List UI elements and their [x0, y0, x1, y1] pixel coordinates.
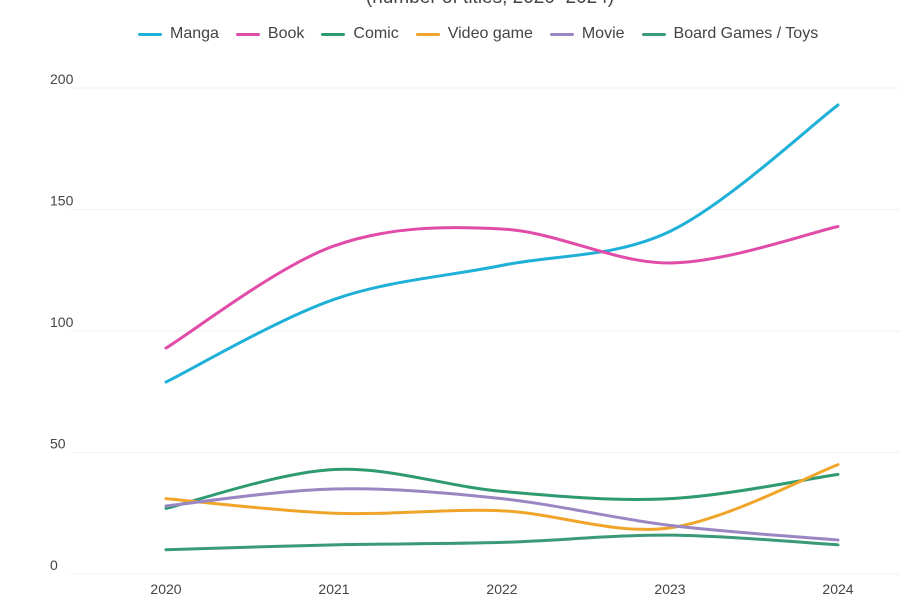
chart-subtitle: (number of titles, 2020–2024) — [0, 0, 900, 9]
legend-item[interactable]: Video game — [415, 25, 533, 43]
series-line-video-game — [164, 463, 840, 531]
legend-swatch — [415, 32, 440, 36]
legend-item[interactable]: Manga — [138, 25, 219, 43]
legend-swatch — [138, 32, 162, 36]
x-tick-label: 2021 — [318, 581, 349, 597]
series-line-comic — [164, 467, 840, 510]
y-tick-label: 0 — [50, 557, 58, 573]
series-line-movie — [164, 487, 840, 542]
legend-swatch — [549, 32, 574, 36]
y-tick-label: 100 — [50, 314, 74, 330]
legend-swatch — [641, 32, 666, 36]
series-line-manga — [164, 103, 840, 384]
legend-label: Manga — [170, 25, 219, 42]
legend-item[interactable]: Comic — [321, 25, 399, 43]
legend-label: Book — [267, 25, 305, 42]
legend-label: Video game — [447, 25, 533, 42]
x-tick-label: 2024 — [822, 581, 853, 597]
legend-label: Board Games / Toys — [673, 25, 819, 42]
legend-label: Movie — [581, 25, 625, 42]
legend-swatch — [235, 32, 260, 36]
series-line-board-games-toys — [164, 533, 840, 552]
x-tick-label: 2022 — [486, 581, 517, 597]
legend-item[interactable]: Movie — [549, 25, 625, 43]
x-tick-label: 2023 — [654, 581, 685, 597]
series-line-book — [164, 225, 840, 350]
legend: Manga Book Comic Video game Movie Board Games… — [138, 25, 818, 43]
y-tick-label: 150 — [50, 193, 74, 209]
legend-item[interactable]: Book — [235, 25, 305, 43]
legend-swatch — [321, 32, 346, 36]
legend-item[interactable]: Board Games / Toys — [641, 25, 819, 43]
x-tick-label: 2020 — [150, 581, 181, 597]
y-tick-label: 200 — [50, 71, 74, 87]
legend-label: Comic — [353, 25, 399, 42]
y-tick-label: 50 — [50, 436, 66, 452]
